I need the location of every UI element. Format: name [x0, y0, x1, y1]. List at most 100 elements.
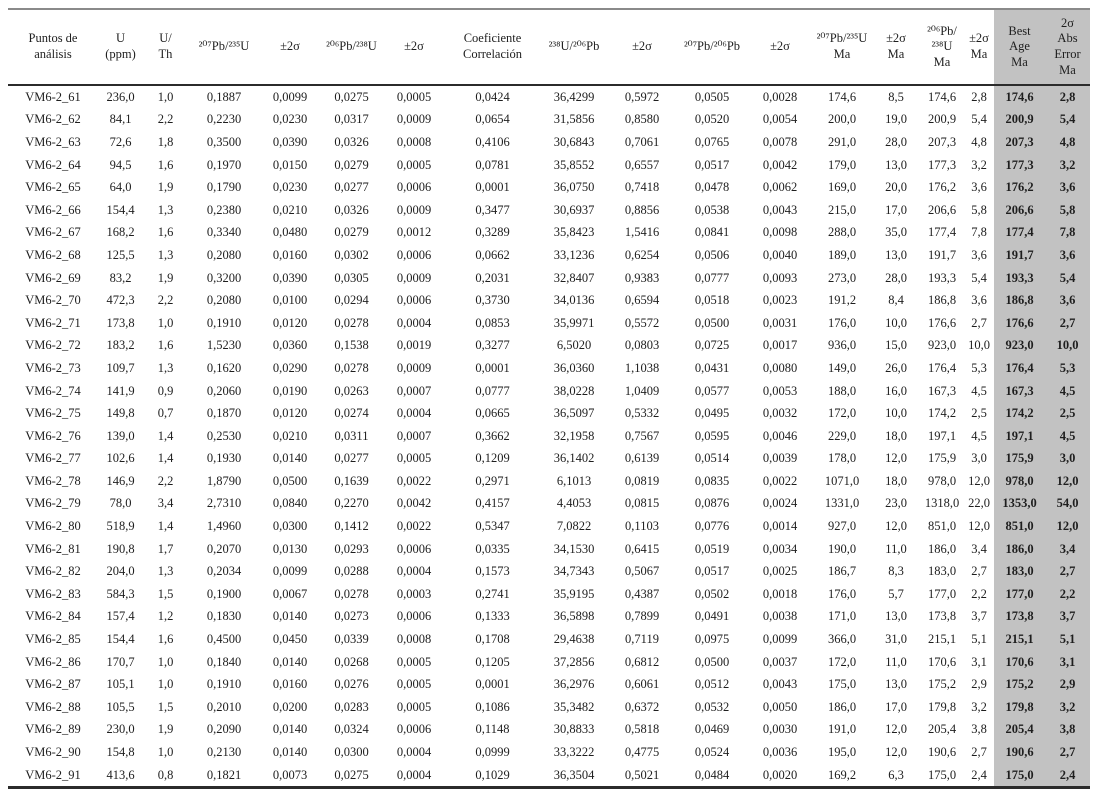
table-cell: 18,0	[885, 473, 907, 488]
table-cell: 36,5097	[553, 406, 595, 421]
table-cell: 0,0062	[762, 180, 798, 195]
table-cell: 0,0005	[396, 451, 432, 466]
table-cell: 1,0	[157, 315, 174, 330]
table-cell: 33,3222	[553, 745, 595, 760]
table-cell: 0,1209	[475, 451, 510, 466]
table-cell: 1,5230	[206, 338, 242, 353]
table-cell: 32,1958	[553, 428, 595, 443]
table-cell: 204,0	[106, 564, 135, 579]
table-cell: 177,4	[994, 221, 1045, 245]
table-cell: 0,0009	[396, 112, 432, 127]
table-cell: 186,8	[927, 293, 957, 308]
table-cell: 0,0300	[334, 745, 369, 760]
table-row: VM6-2_69 83,2 1,9 0,3200 0,0390 0,0305 0,0009 0…	[8, 266, 1090, 290]
analysis-point-label: VM6-2_68	[25, 247, 81, 262]
table-cell: 0,0577	[694, 383, 730, 398]
table-cell: 0,1790	[206, 180, 242, 195]
table-cell: 12,0	[885, 451, 907, 466]
table-cell: 0,0140	[272, 609, 308, 624]
table-cell: 0,0725	[694, 338, 730, 353]
table-cell: 0,5021	[624, 767, 660, 782]
table-cell: 0,0036	[762, 745, 798, 760]
table-cell: 0,0502	[694, 586, 730, 601]
table-cell: 3,2	[971, 157, 987, 172]
table-cell: 125,5	[106, 247, 135, 262]
table-cell: 0,0288	[334, 564, 369, 579]
table-cell: 0,0835	[694, 473, 730, 488]
table-cell: 0,0004	[396, 564, 432, 579]
table-cell: 0,2080	[206, 247, 242, 262]
column-header-16: Best Age Ma	[994, 9, 1045, 86]
table-cell: 141,9	[106, 383, 135, 398]
table-cell: 186,8	[994, 289, 1045, 312]
table-cell: 0,0005	[396, 654, 432, 669]
table-cell: 0,9	[157, 383, 174, 398]
table-cell: 0,0781	[475, 157, 510, 172]
table-cell: 171,0	[827, 609, 857, 624]
table-cell: 0,0009	[396, 270, 432, 285]
column-header-7: Coeficiente Correlación	[445, 9, 540, 86]
table-cell: 5,7	[888, 586, 904, 601]
table-cell: 0,0019	[396, 338, 432, 353]
table-cell: 0,1930	[206, 451, 242, 466]
table-cell: 173,8	[106, 315, 135, 330]
table-cell: 36,1402	[553, 451, 595, 466]
table-cell: 190,6	[927, 745, 957, 760]
table-cell: 7,8	[1045, 221, 1090, 245]
table-cell: 0,0043	[762, 677, 798, 692]
table-cell: 0,2090	[206, 722, 242, 737]
column-header-6: ±2σ	[383, 9, 445, 86]
table-cell: 2,9	[971, 677, 987, 692]
table-cell: 29,4638	[553, 632, 595, 647]
table-cell: 1,4	[157, 428, 174, 443]
table-cell: 174,2	[994, 402, 1045, 425]
table-cell: 0,2741	[475, 586, 510, 601]
table-cell: 0,0300	[272, 519, 308, 534]
table-row: VM6-2_83 584,3 1,5 0,1900 0,0067 0,0278 0,0003…	[8, 583, 1090, 606]
table-cell: 0,1148	[475, 722, 510, 737]
table-cell: 215,1	[927, 632, 957, 647]
table-cell: 1,6	[157, 632, 174, 647]
table-cell: 0,0007	[396, 383, 432, 398]
table-cell: 34,7343	[553, 564, 595, 579]
table-cell: 7,0822	[556, 519, 592, 534]
table-cell: 0,6415	[624, 541, 660, 556]
table-cell: 923,0	[994, 334, 1045, 358]
table-cell: 0,0595	[694, 428, 730, 443]
table-cell: 12,0	[1045, 470, 1090, 493]
table-cell: 13,0	[885, 157, 907, 172]
table-cell: 11,0	[885, 654, 907, 669]
table-cell: 8,5	[888, 89, 904, 104]
table-row: VM6-2_90 154,8 1,0 0,2130 0,0140 0,0300 0,0004…	[8, 741, 1090, 764]
table-cell: 923,0	[927, 338, 957, 353]
table-cell: 0,0841	[694, 225, 730, 240]
table-cell: 0,0484	[694, 767, 730, 782]
table-cell: 0,6139	[624, 451, 660, 466]
table-cell: 0,0099	[272, 564, 308, 579]
table-cell: 0,0005	[396, 699, 432, 714]
table-cell: 0,0004	[396, 767, 432, 782]
table-cell: 0,0506	[694, 247, 730, 262]
table-cell: 0,7899	[624, 609, 660, 624]
table-cell: 0,0815	[624, 496, 660, 511]
table-cell: 5,4	[1045, 266, 1090, 290]
table-cell: 0,0277	[334, 451, 369, 466]
table-cell: 3,7	[971, 609, 987, 624]
table-cell: 3,6	[1045, 176, 1090, 199]
table-cell: 927,0	[827, 519, 857, 534]
table-cell: 0,0014	[762, 519, 798, 534]
table-cell: 0,0028	[762, 89, 798, 104]
table-cell: 33,1236	[553, 247, 595, 262]
table-row: VM6-2_78 146,9 2,2 1,8790 0,0500 0,1639 0,0022…	[8, 470, 1090, 493]
table-cell: 2,4	[971, 767, 987, 782]
table-cell: 54,0	[1045, 492, 1090, 516]
table-cell: 0,0278	[334, 360, 369, 375]
table-cell: 173,8	[927, 609, 957, 624]
table-cell: 2,9	[1045, 673, 1090, 697]
table-cell: 0,0160	[272, 677, 308, 692]
table-cell: 0,0268	[334, 654, 369, 669]
table-cell: 0,0053	[762, 383, 798, 398]
table-cell: 4,5	[971, 428, 987, 443]
table-cell: 0,0290	[272, 360, 308, 375]
table-cell: 0,0080	[762, 360, 798, 375]
